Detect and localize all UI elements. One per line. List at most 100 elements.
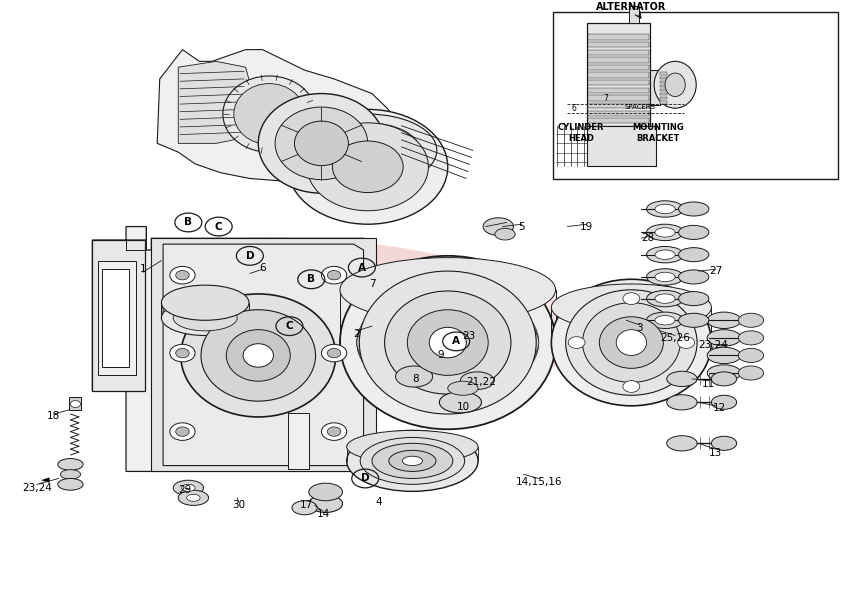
Ellipse shape [706, 330, 740, 346]
Text: D: D [360, 473, 369, 483]
Bar [98, 261, 136, 375]
Text: 17: 17 [300, 500, 312, 510]
Ellipse shape [308, 495, 342, 513]
Ellipse shape [550, 284, 711, 331]
Ellipse shape [321, 267, 346, 284]
Bar [659, 97, 666, 100]
Bar [587, 80, 648, 86]
Bar [586, 126, 655, 166]
Bar [587, 57, 648, 63]
Text: A: A [452, 336, 460, 346]
Text: 18: 18 [47, 411, 60, 421]
Text: 7: 7 [603, 94, 608, 103]
Ellipse shape [738, 349, 763, 362]
Bar [587, 34, 648, 40]
Ellipse shape [173, 480, 203, 496]
Text: 14,15,16: 14,15,16 [515, 477, 561, 487]
Bar [587, 42, 648, 47]
Ellipse shape [371, 443, 452, 478]
Ellipse shape [315, 123, 419, 178]
Ellipse shape [653, 61, 695, 108]
Ellipse shape [664, 73, 684, 97]
Ellipse shape [654, 250, 674, 260]
Ellipse shape [654, 294, 674, 303]
Ellipse shape [407, 310, 488, 375]
Bar [659, 77, 666, 79]
Ellipse shape [223, 76, 315, 152]
Ellipse shape [181, 294, 335, 417]
Ellipse shape [298, 114, 436, 186]
Ellipse shape [711, 436, 736, 450]
Text: 6: 6 [259, 263, 266, 273]
Ellipse shape [654, 204, 674, 214]
Ellipse shape [582, 303, 679, 382]
Ellipse shape [646, 247, 683, 263]
Ellipse shape [356, 294, 538, 391]
Text: 23: 23 [462, 330, 475, 340]
Ellipse shape [173, 305, 237, 331]
Text: 23,24: 23,24 [22, 483, 51, 493]
Text: 5: 5 [518, 222, 525, 231]
Ellipse shape [346, 431, 478, 491]
Bar [649, 70, 659, 105]
Ellipse shape [622, 293, 639, 304]
Text: 3: 3 [636, 323, 642, 333]
Bar [659, 101, 666, 103]
Ellipse shape [565, 290, 696, 395]
Ellipse shape [234, 84, 304, 145]
Bar [68, 397, 81, 410]
Ellipse shape [57, 478, 83, 490]
Ellipse shape [388, 450, 436, 471]
Ellipse shape [622, 381, 639, 392]
Ellipse shape [615, 330, 646, 355]
Ellipse shape [711, 372, 736, 386]
Ellipse shape [161, 285, 249, 320]
Ellipse shape [646, 290, 683, 307]
Polygon shape [163, 244, 363, 466]
Ellipse shape [356, 287, 538, 398]
Text: 12: 12 [711, 403, 725, 413]
Text: A: A [358, 263, 365, 273]
Text: B: B [307, 274, 315, 284]
Ellipse shape [646, 268, 683, 285]
Ellipse shape [678, 248, 708, 262]
Bar [587, 103, 648, 108]
Ellipse shape [360, 437, 464, 484]
Ellipse shape [654, 316, 674, 325]
Ellipse shape [677, 337, 694, 349]
Polygon shape [178, 61, 258, 143]
Bar [552, 12, 836, 179]
Ellipse shape [170, 423, 195, 440]
Ellipse shape [447, 381, 478, 395]
Text: B: B [184, 218, 192, 228]
Text: 8: 8 [412, 374, 419, 384]
Text: 11: 11 [701, 379, 715, 389]
Ellipse shape [402, 456, 422, 466]
Ellipse shape [356, 303, 538, 382]
Bar [659, 89, 666, 91]
Ellipse shape [308, 483, 342, 501]
Bar [587, 73, 648, 78]
Ellipse shape [678, 202, 708, 216]
Bar [102, 268, 129, 367]
Ellipse shape [666, 435, 696, 451]
Bar [587, 118, 648, 123]
Text: ALTERNATOR: ALTERNATOR [596, 2, 666, 12]
Text: 4: 4 [375, 497, 381, 507]
Bar [587, 110, 648, 116]
Ellipse shape [292, 501, 316, 515]
Text: 27: 27 [708, 266, 722, 276]
Text: 1: 1 [139, 264, 146, 274]
Text: 9: 9 [437, 350, 444, 360]
Text: SPACERS: SPACERS [624, 104, 654, 110]
Text: 25,26: 25,26 [659, 333, 690, 343]
Bar [587, 65, 648, 70]
Ellipse shape [646, 312, 683, 329]
Ellipse shape [678, 291, 708, 306]
Ellipse shape [598, 317, 663, 368]
Ellipse shape [654, 228, 674, 237]
Text: C: C [214, 222, 222, 231]
Ellipse shape [170, 267, 195, 284]
Ellipse shape [678, 313, 708, 327]
Ellipse shape [161, 300, 249, 336]
